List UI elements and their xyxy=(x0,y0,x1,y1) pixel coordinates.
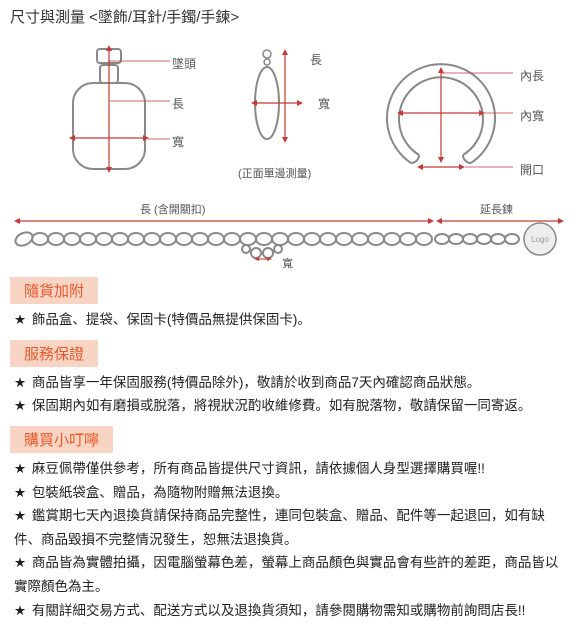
section-header: 購買小叮嚀 xyxy=(10,426,113,453)
bullet-list: ★ 麻豆佩帶僅供參考，所有商品皆提供尺寸資訊，請依據個人身型選擇購買喔!!★ 包… xyxy=(0,457,583,626)
star-icon: ★ xyxy=(14,312,26,327)
svg-text:Logo: Logo xyxy=(531,235,549,244)
bullet-item: ★ 保固期內如有磨損或脫落，將視狀況酌收維修費。如有脫落物，敬請保留一同寄返。 xyxy=(14,394,569,418)
bullet-item: ★ 鑑賞期七天內退換貨請保持商品完整性，連同包裝盒、贈品、配件等一起退回，如有缺… xyxy=(14,504,569,551)
page-title: 尺寸與測量 <墜飾/耳針/手鐲/手鍊> xyxy=(0,0,583,33)
bangle-diagram xyxy=(375,41,515,181)
earring-width-label: 寬 xyxy=(318,95,330,112)
star-icon: ★ xyxy=(14,603,26,618)
bangle-inner-height-label: 內長 xyxy=(520,67,544,84)
pendant-bail-label: 墜頭 xyxy=(172,55,196,72)
earring-height-label: 長 xyxy=(310,51,322,68)
bullet-list: ★ 商品皆享一年保固服務(特價品除外)，敬請於收到商品7天內確認商品狀態。★ 保… xyxy=(0,371,583,422)
diagram-area: 墜頭 長 寬 長 寬 (正面單邊測量) 內長 xyxy=(0,33,583,273)
bullet-item: ★ 飾品盒、提袋、保固卡(特價品無提供保固卡)。 xyxy=(14,308,569,332)
star-icon: ★ xyxy=(14,485,26,500)
pendant-leader-lines xyxy=(108,53,173,148)
section-header: 服務保證 xyxy=(10,340,98,367)
sections-container: 隨貨加附 ★ 飾品盒、提袋、保固卡(特價品無提供保固卡)。服務保證 ★ 商品皆享一年… xyxy=(0,273,583,626)
bullet-list: ★ 飾品盒、提袋、保固卡(特價品無提供保固卡)。 xyxy=(0,308,583,336)
bangle-inner-width-label: 內寬 xyxy=(520,107,544,124)
star-icon: ★ xyxy=(14,375,26,390)
pendant-width-label: 寬 xyxy=(172,133,184,150)
bullet-item: ★ 麻豆佩帶僅供參考，所有商品皆提供尺寸資訊，請依據個人身型選擇購買喔!! xyxy=(14,457,569,481)
pendant-height-label: 長 xyxy=(172,95,184,112)
bullet-item: ★ 有關詳細交易方式、配送方式以及退換貨須知，請參閱購物需知或購物前詢問店長!! xyxy=(14,599,569,623)
section-header: 隨貨加附 xyxy=(10,277,98,304)
bangle-gap-label: 開口 xyxy=(520,161,544,178)
bullet-item: ★ 商品皆享一年保固服務(特價品除外)，敬請於收到商品7天內確認商品狀態。 xyxy=(14,371,569,395)
star-icon: ★ xyxy=(14,555,26,570)
bullet-item: ★ 商品皆為實體拍攝，因電腦螢幕色差，螢幕上商品顏色與實品會有些許的差距，商品皆… xyxy=(14,551,569,598)
star-icon: ★ xyxy=(14,508,26,523)
star-icon: ★ xyxy=(14,398,26,413)
earring-diagram xyxy=(245,45,315,165)
earring-note-label: (正面單邊測量) xyxy=(238,165,311,181)
chain-width-label: 寬 xyxy=(282,255,293,271)
star-icon: ★ xyxy=(14,461,26,476)
bullet-item: ★ 包裝紙袋盒、贈品，為隨物附贈無法退換。 xyxy=(14,481,569,505)
